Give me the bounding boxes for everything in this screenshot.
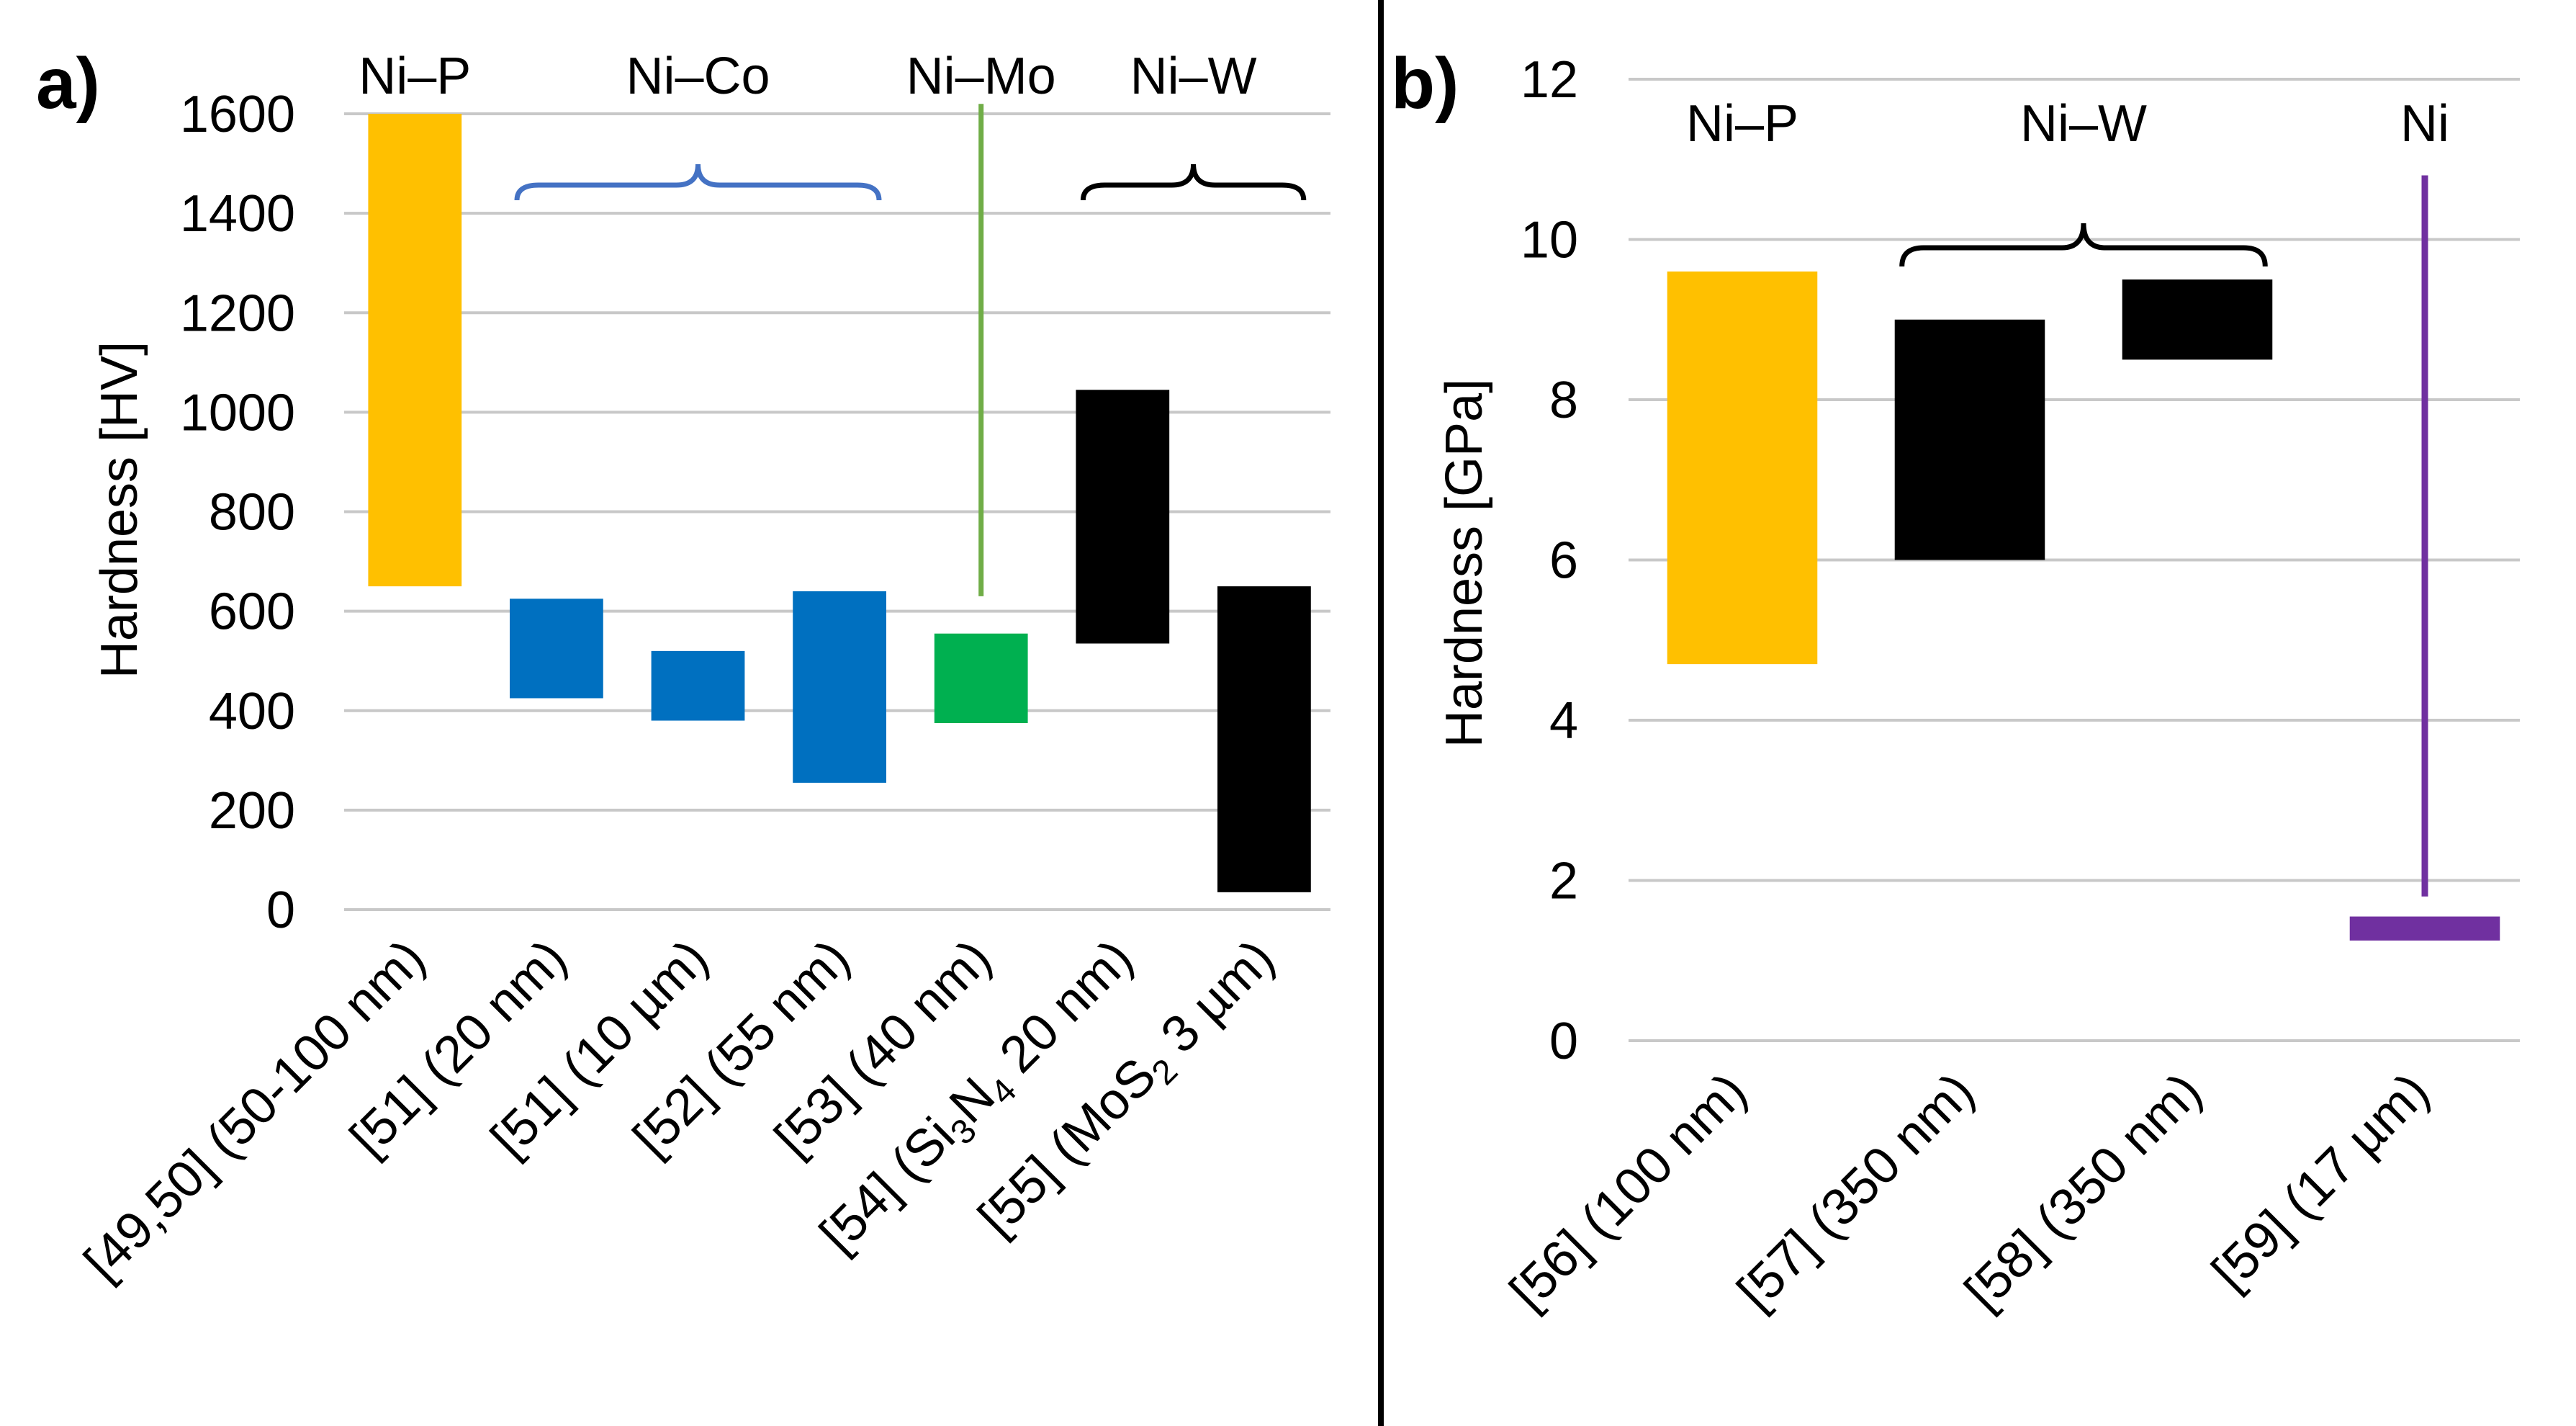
range-bar <box>793 591 886 783</box>
y-tick-label: 12 <box>1521 51 1578 109</box>
range-bar <box>1217 586 1311 892</box>
y-tick-label: 6 <box>1549 532 1578 590</box>
y-tick-label: 200 <box>209 782 295 840</box>
group-label: Ni–Co <box>626 48 770 105</box>
category-label: [57] (350 nm) <box>1726 1062 1985 1321</box>
range-bar <box>2349 916 2500 941</box>
category-labels-b: [56] (100 nm)[57] (350 nm)[58] (350 nm)[… <box>1499 1062 2440 1321</box>
y-axis-title-b: Hardness [GPa] <box>1436 379 1493 748</box>
y-tick-label: 0 <box>266 882 295 939</box>
range-bar <box>368 114 462 587</box>
category-label: [59] (17 µm) <box>2201 1062 2440 1301</box>
y-tick-label: 1000 <box>180 384 295 441</box>
category-label: [58] (350 nm) <box>1954 1062 2212 1321</box>
y-axis-title-a: Hardness [HV] <box>91 341 148 678</box>
range-bars-b <box>1667 272 2500 941</box>
panel-label-a: a) <box>36 43 100 124</box>
y-tick-label: 1600 <box>180 86 295 143</box>
y-tick-label: 1400 <box>180 185 295 243</box>
range-bar <box>510 598 603 699</box>
y-tick-label: 1200 <box>180 284 295 342</box>
group-label: Ni <box>2400 95 2449 153</box>
range-bar <box>1076 390 1170 644</box>
chart-panel-a: a) Hardness [HV] 0 200 400 600 800 1000 1200 14… <box>36 43 1330 1291</box>
range-bars-a <box>368 114 1311 892</box>
group-label: Ni–W <box>1130 48 1257 105</box>
group-label: Ni–W <box>2020 95 2147 153</box>
group-brace <box>1899 223 2268 267</box>
chart-panel-b: b) Hardness [GPa] 0 2 4 6 8 10 12 Ni–P Ni–W Ni [… <box>1391 43 2520 1321</box>
y-tick-label: 4 <box>1549 692 1578 750</box>
panel-label-b: b) <box>1391 43 1459 124</box>
y-tick-label: 2 <box>1549 853 1578 910</box>
category-label: [56] (100 nm) <box>1499 1062 1757 1321</box>
y-tick-label: 400 <box>209 683 295 740</box>
group-label: Ni–Mo <box>906 48 1056 105</box>
y-tick-label: 10 <box>1521 212 1578 269</box>
group-braces-a <box>514 163 1307 201</box>
group-label: Ni–P <box>1686 95 1798 153</box>
range-bar <box>1667 272 1818 665</box>
group-brace <box>1080 163 1307 201</box>
range-bar <box>1894 319 2045 560</box>
group-label: Ni–P <box>359 48 471 105</box>
group-labels-b: Ni–P Ni–W Ni <box>1686 95 2449 153</box>
gridlines-a <box>344 112 1330 911</box>
y-tick-label: 600 <box>209 583 295 641</box>
y-tick-label: 800 <box>209 484 295 542</box>
category-labels-a: [49,50] (50-100 nm)[51] (20 nm)[51] (10 … <box>73 929 1285 1292</box>
y-tick-label: 8 <box>1549 372 1578 429</box>
y-tick-labels-a: 0 200 400 600 800 1000 1200 1400 1600 <box>180 86 295 939</box>
y-tick-label: 0 <box>1549 1013 1578 1070</box>
group-braces-b <box>1899 223 2268 267</box>
group-brace <box>514 163 882 201</box>
group-labels-a: Ni–P Ni–Co Ni–Mo Ni–W <box>359 48 1256 105</box>
range-bar <box>934 633 1028 724</box>
range-bar <box>2122 279 2273 360</box>
y-tick-labels-b: 0 2 4 6 8 10 12 <box>1521 51 1578 1070</box>
range-bar <box>651 650 745 721</box>
